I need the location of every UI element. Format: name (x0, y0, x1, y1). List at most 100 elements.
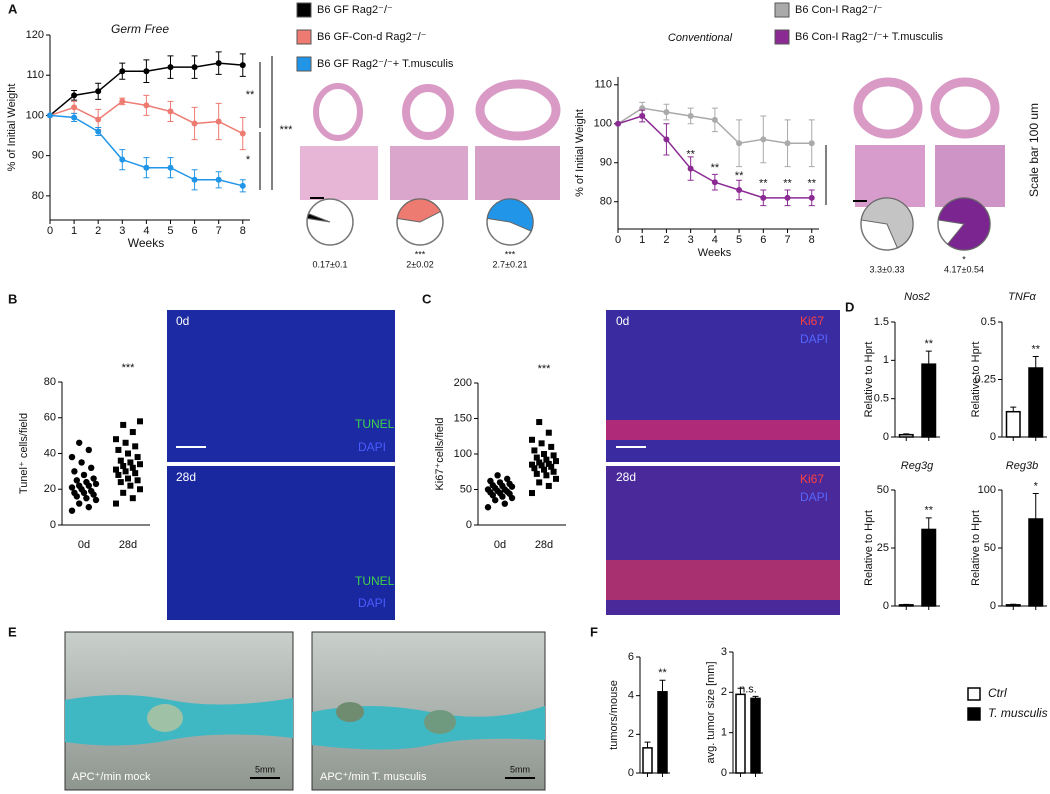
x-tick-label: 0 (47, 225, 53, 237)
point (736, 140, 743, 147)
x-tick-label: 8 (809, 234, 815, 246)
significance: * (1034, 480, 1039, 492)
point (167, 164, 174, 171)
y-tick-label: 0 (883, 431, 889, 443)
dot (85, 446, 93, 454)
y-tick-label: 60 (44, 412, 56, 424)
dot (68, 484, 76, 491)
y-tick-label: 0 (721, 767, 727, 779)
panel-letter: E (8, 624, 17, 639)
annotation: ** (686, 148, 695, 160)
panel-letter: D (845, 299, 854, 314)
chart-title: Germ Free (111, 22, 169, 36)
dot (137, 418, 143, 425)
legend-label: B6 GF Rag2⁻/⁻ (317, 4, 393, 16)
y-tick-label: 25 (877, 542, 889, 554)
y-axis-label: Relative to Hprt (863, 510, 875, 586)
point (711, 179, 718, 186)
point (47, 112, 53, 119)
bar (750, 697, 761, 774)
value-label: 3.3±0.33 (870, 264, 905, 274)
point (143, 102, 150, 109)
panel-letter: A (8, 1, 18, 16)
error-bar (1010, 406, 1017, 412)
x-tick-label: 8 (240, 225, 246, 237)
dot (117, 479, 124, 486)
point (808, 140, 815, 147)
error-bar (1010, 603, 1017, 605)
legend-swatch (296, 29, 312, 45)
annotation: ** (759, 178, 768, 190)
annotation: *** (280, 124, 294, 136)
dot (543, 472, 550, 479)
dot (487, 477, 494, 485)
point (119, 98, 126, 105)
significance: n.s. (739, 683, 757, 695)
image-label: 0d (616, 314, 629, 328)
dot (484, 504, 492, 511)
dot (120, 489, 127, 496)
point (215, 176, 222, 183)
y-axis-label: Ki67⁺cells/field (434, 417, 446, 490)
dot (129, 464, 136, 471)
y-axis-label: % of Initial Weight (574, 109, 586, 197)
error-bar (752, 695, 759, 699)
value-label: 4.17±0.54 (944, 264, 984, 274)
y-tick-label: 3 (721, 646, 727, 658)
annotation: ** (246, 89, 255, 101)
dot (484, 486, 492, 493)
legend-swatch (774, 2, 790, 18)
dot (80, 471, 88, 479)
point (215, 60, 222, 67)
y-axis-label: tumors/mouse (608, 680, 620, 750)
dot (117, 457, 124, 464)
point (71, 92, 78, 99)
point (639, 112, 646, 119)
y-tick-label: 0 (628, 767, 634, 779)
point (239, 182, 246, 189)
chart-title: Conventional (668, 32, 733, 44)
dot (120, 421, 127, 428)
y-tick-label: 120 (26, 29, 44, 41)
error-bar (925, 350, 932, 365)
dot (536, 459, 543, 466)
point (95, 128, 102, 135)
point (71, 104, 78, 111)
y-tick-label: 90 (600, 157, 612, 169)
image-label: DAPI (800, 332, 828, 346)
legend-label: Ctrl (988, 686, 1007, 700)
scale-label: 5mm (255, 764, 275, 774)
image-label: 0d (176, 314, 189, 328)
significance: ** (1031, 343, 1040, 355)
image-label: APC⁺/min T. musculis (320, 771, 427, 783)
dot (122, 439, 129, 446)
point (239, 130, 246, 137)
x-tick-label: 4 (143, 225, 149, 237)
bar (921, 528, 937, 607)
dot (536, 479, 543, 486)
dot (76, 500, 83, 507)
dot (88, 487, 95, 495)
point (95, 116, 102, 123)
bar (1005, 410, 1021, 438)
point (711, 116, 718, 123)
point (760, 194, 767, 201)
x-tick-label: 3 (688, 234, 694, 246)
y-tick-label: 50 (984, 542, 996, 554)
significance: *** (122, 362, 136, 374)
y-tick-label: 0 (466, 519, 472, 531)
dot (127, 482, 134, 489)
bar (642, 747, 653, 774)
dot (76, 482, 83, 489)
legend-swatch (296, 2, 312, 18)
dot (533, 470, 540, 477)
point (167, 108, 174, 115)
x-axis-label: Weeks (698, 247, 732, 259)
dot (115, 446, 122, 453)
significance: ** (924, 338, 933, 350)
dot (545, 482, 552, 489)
x-tick-label: 0d (494, 539, 506, 551)
ki67-images: 0d Ki67 DAPI 28d Ki67 DAPI (606, 310, 840, 615)
dot (541, 451, 547, 457)
